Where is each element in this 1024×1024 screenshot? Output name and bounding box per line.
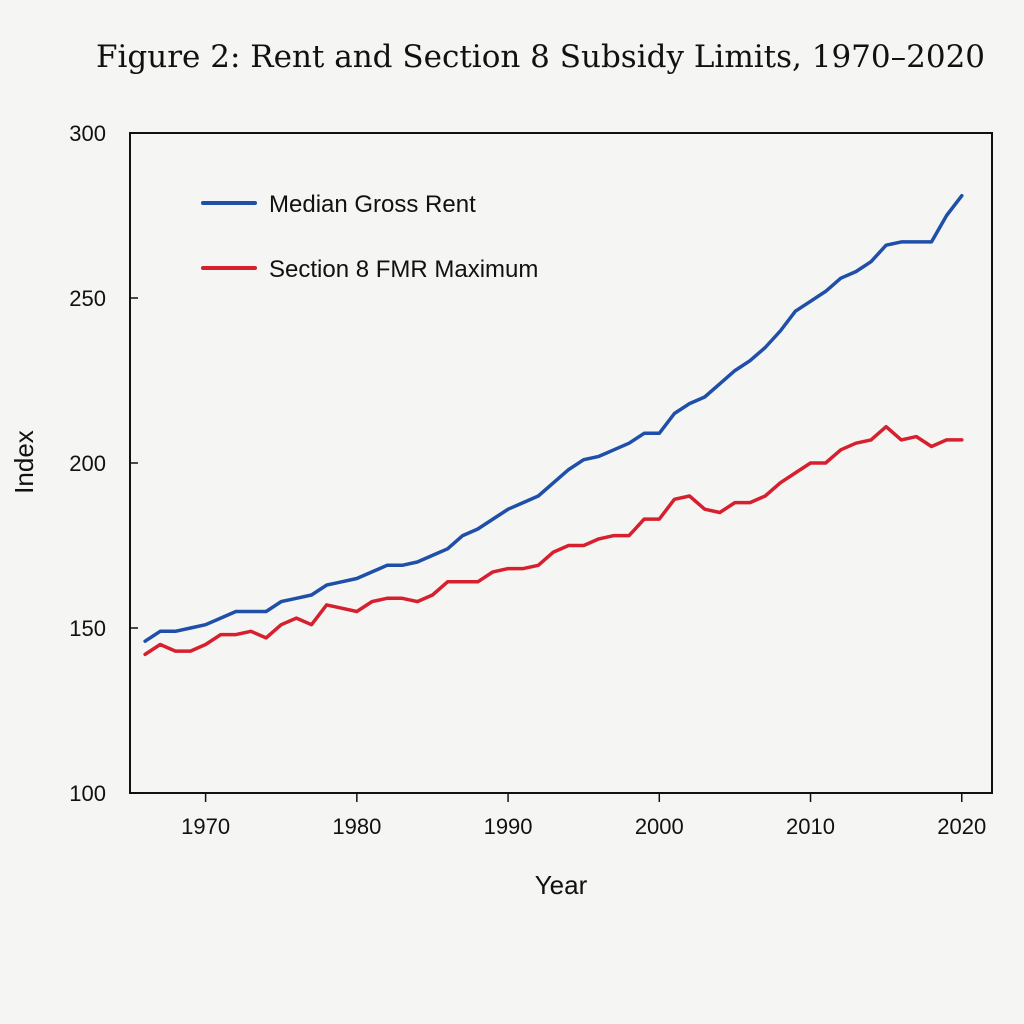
x-axis-ticks: 1970 1980 1990 2000 2010 2020	[181, 793, 986, 839]
legend-label-section-8-fmr-maximum: Section 8 FMR Maximum	[269, 256, 538, 283]
x-tick-label: 2010	[786, 814, 835, 839]
series-line-section-8-fmr-maximum	[143, 424, 964, 657]
x-tick-label: 1980	[332, 814, 381, 839]
x-tick-label: 1990	[484, 814, 533, 839]
legend: Median Gross Rent Section 8 FMR Maximum	[201, 191, 538, 283]
y-tick-label: 200	[69, 451, 106, 476]
y-tick-label: 100	[69, 781, 106, 806]
plot-frame	[129, 132, 993, 794]
x-tick-label: 2020	[937, 814, 986, 839]
x-tick-label: 1970	[181, 814, 230, 839]
series-line-median-gross-rent	[143, 193, 964, 643]
series-layer	[143, 193, 964, 657]
y-axis-ticks: 100 150 200 250 300	[69, 121, 138, 806]
legend-label-median-gross-rent: Median Gross Rent	[269, 191, 476, 218]
y-tick-label: 250	[69, 286, 106, 311]
y-tick-label: 150	[69, 616, 106, 641]
chart-title: Figure 2: Rent and Section 8 Subsidy Lim…	[96, 39, 985, 75]
x-axis-label: Year	[535, 870, 588, 900]
x-tick-label: 2000	[635, 814, 684, 839]
y-axis-label: Index	[9, 430, 39, 494]
y-tick-label: 300	[69, 121, 106, 146]
